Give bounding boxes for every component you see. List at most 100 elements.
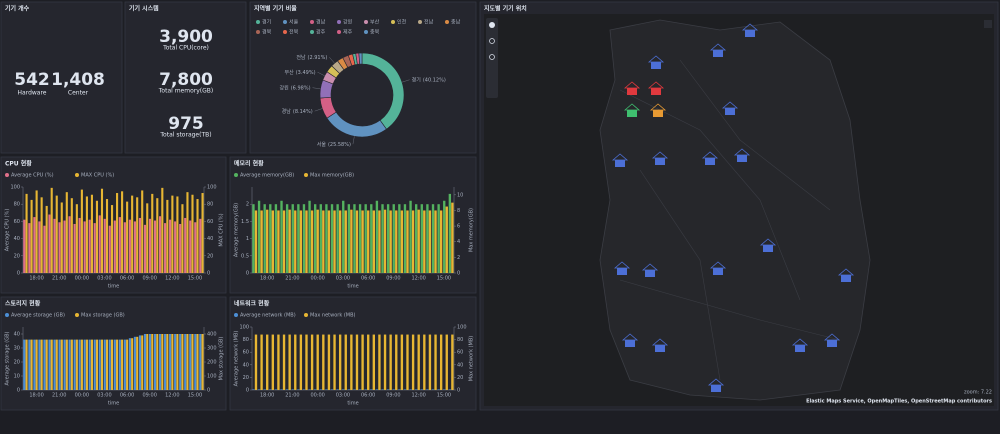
bar — [148, 218, 152, 273]
map-marker — [725, 108, 735, 115]
layer-button[interactable] — [984, 20, 992, 28]
bar — [398, 204, 401, 273]
bar — [406, 210, 409, 273]
bar — [423, 334, 426, 390]
legend-label: 전남 — [424, 19, 434, 26]
stat-label: Center — [68, 90, 89, 97]
bar — [439, 334, 443, 390]
x-tick-label: 15:00 — [188, 393, 202, 399]
x-axis-label: time — [347, 401, 358, 407]
bar — [358, 389, 362, 390]
map-toolbar[interactable] — [486, 18, 498, 98]
y2-tick-label: 10 — [457, 192, 463, 198]
x-tick-label: 09:00 — [142, 393, 156, 399]
bar — [70, 198, 73, 273]
bar — [151, 193, 154, 273]
map-marker — [645, 270, 655, 277]
y2-tick-label: 0 — [207, 271, 210, 277]
map-marker — [763, 245, 773, 252]
bar — [75, 339, 78, 390]
map-zoom: zoom: 7.22 — [964, 390, 992, 396]
x-tick-label: 18:00 — [260, 276, 274, 282]
y2-axis-label: MAX CPU (%) — [219, 213, 225, 246]
bar — [38, 339, 41, 390]
legend-label: 인천 — [397, 19, 407, 26]
slice-label: 경남 (8.14%) — [282, 108, 313, 115]
x-tick-label: 18:00 — [29, 276, 43, 282]
stat-value: 3,900 — [159, 27, 213, 47]
bar — [381, 204, 384, 273]
x-tick-label: 06:00 — [361, 276, 375, 282]
bar — [415, 204, 418, 273]
chart-title: 스토리지 현황 — [5, 300, 41, 308]
y-tick-label: 20 — [243, 375, 249, 381]
bar — [116, 339, 119, 390]
bar — [434, 210, 437, 273]
bar — [367, 210, 370, 273]
bar — [411, 334, 415, 390]
bar — [25, 339, 28, 390]
y-tick-label: 40 — [14, 332, 20, 338]
bar — [428, 210, 432, 273]
bar — [319, 204, 322, 273]
y-tick-label: 1.5 — [241, 219, 249, 225]
y2-tick-label: 200 — [207, 360, 217, 366]
x-tick-label: 18:00 — [260, 393, 274, 399]
y2-tick-label: 60 — [207, 219, 213, 225]
y-tick-label: 1 — [246, 236, 249, 242]
bar — [169, 219, 172, 273]
bar — [80, 339, 83, 390]
bar — [437, 204, 440, 273]
bar — [35, 190, 38, 273]
bar — [201, 193, 204, 273]
bar — [38, 221, 41, 273]
zoom-in[interactable] — [489, 22, 495, 28]
y2-axis-label: Max storage (GB) — [219, 337, 225, 381]
bar — [395, 334, 398, 390]
map-marker — [625, 340, 635, 347]
x-tick-label: 06:00 — [120, 393, 134, 399]
y-axis-label: Average memory(GB) — [234, 203, 240, 257]
bar — [201, 334, 204, 390]
bar — [53, 339, 56, 390]
bar — [33, 339, 36, 390]
map-marker — [627, 110, 637, 117]
x-tick-label: 06:00 — [361, 393, 375, 399]
bar — [431, 389, 435, 390]
bar — [171, 195, 174, 273]
bar — [327, 334, 331, 390]
bar — [294, 210, 297, 273]
bar — [128, 219, 131, 273]
x-tick-label: 12:00 — [411, 393, 425, 399]
y-tick-label: 0 — [246, 271, 249, 277]
locate[interactable] — [489, 54, 495, 60]
y-tick-label: 0 — [17, 388, 20, 394]
road — [619, 59, 841, 381]
y-tick-label: 100 — [10, 185, 20, 191]
bar — [194, 334, 197, 390]
y-tick-label: 0 — [17, 271, 20, 277]
bar — [60, 339, 63, 390]
legend-swatch — [75, 313, 79, 317]
bar — [174, 221, 177, 273]
slice-label: 전남 (2.91%) — [296, 54, 327, 61]
map-marker — [745, 30, 755, 37]
bar — [280, 389, 283, 390]
x-tick-label: 03:00 — [336, 276, 350, 282]
stat-label: Hardware — [18, 90, 47, 97]
legend-label: Average network (MB) — [240, 313, 296, 319]
zoom-out[interactable] — [489, 38, 495, 44]
bar — [88, 219, 91, 273]
bar — [308, 389, 311, 390]
bar — [176, 334, 179, 390]
y-tick-label: 30 — [14, 346, 20, 352]
bar — [378, 210, 381, 273]
bar — [191, 194, 194, 273]
bar — [189, 334, 192, 390]
map[interactable]: zoom: 7.22 Elastic Maps Service, OpenMap… — [484, 14, 994, 406]
bar — [426, 389, 429, 390]
legend-label: 경남 — [316, 19, 326, 26]
bar — [151, 334, 154, 390]
map-marker — [615, 160, 625, 167]
legend-swatch — [364, 30, 368, 34]
